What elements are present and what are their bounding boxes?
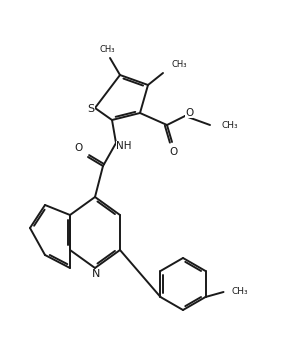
Text: O: O xyxy=(75,143,83,153)
Text: CH₃: CH₃ xyxy=(171,60,187,69)
Text: NH: NH xyxy=(116,141,132,151)
Text: O: O xyxy=(169,147,177,157)
Text: S: S xyxy=(87,104,95,114)
Text: O: O xyxy=(185,108,193,118)
Text: CH₃: CH₃ xyxy=(99,45,115,54)
Text: N: N xyxy=(92,269,100,279)
Text: CH₃: CH₃ xyxy=(231,288,248,297)
Text: CH₃: CH₃ xyxy=(222,120,239,130)
